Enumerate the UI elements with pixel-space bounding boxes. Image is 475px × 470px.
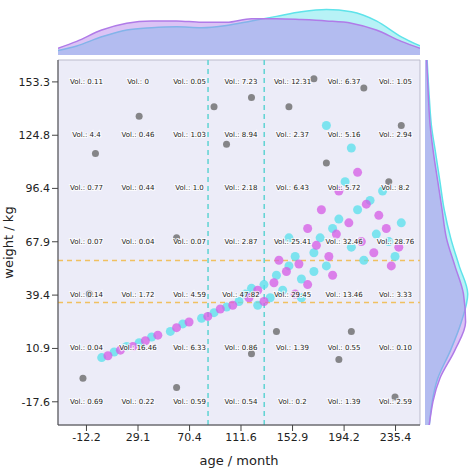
svg-text:Vol.: 6.37: Vol.: 6.37 [328,78,361,86]
svg-text:Vol.: 6.33: Vol.: 6.33 [173,344,206,352]
svg-text:Vol.: 47.82: Vol.: 47.82 [222,291,259,299]
svg-text:Vol.: 0.69: Vol.: 0.69 [70,398,103,406]
svg-text:124.8: 124.8 [19,129,51,142]
svg-text:Vol.: 8.2: Vol.: 8.2 [381,184,409,192]
svg-text:Vol.: 28.76: Vol.: 28.76 [377,238,415,246]
svg-text:Vol.: 0.07: Vol.: 0.07 [70,238,103,246]
svg-text:Vol.: 0.07: Vol.: 0.07 [173,238,206,246]
svg-text:Vol.: 0.55: Vol.: 0.55 [328,344,361,352]
svg-text:Vol.: 2.94: Vol.: 2.94 [379,131,412,139]
svg-text:Vol.: 0.11: Vol.: 0.11 [70,78,103,86]
svg-text:Vol.: 29.45: Vol.: 29.45 [274,291,311,299]
svg-text:Vol.: 1.03: Vol.: 1.03 [173,131,206,139]
svg-text:29.1: 29.1 [126,431,151,444]
svg-text:Vol.: 2.18: Vol.: 2.18 [225,184,258,192]
svg-text:Vol.: 2.87: Vol.: 2.87 [225,238,258,246]
svg-text:Vol.: 2.59: Vol.: 2.59 [379,398,412,406]
svg-text:Vol.: 0.86: Vol.: 0.86 [225,344,258,352]
svg-text:Vol.: 0.2: Vol.: 0.2 [278,398,306,406]
svg-text:-17.6: -17.6 [22,396,50,409]
svg-text:Vol.: 1.0: Vol.: 1.0 [175,184,203,192]
svg-text:Vol.: 5.16: Vol.: 5.16 [328,131,361,139]
svg-text:Vol.: 5.72: Vol.: 5.72 [328,184,361,192]
svg-text:194.2: 194.2 [328,431,360,444]
svg-text:70.4: 70.4 [177,431,202,444]
svg-text:96.4: 96.4 [26,182,51,195]
svg-text:67.9: 67.9 [26,236,51,249]
svg-text:Vol.: 32.46: Vol.: 32.46 [325,238,363,246]
svg-text:Vol.: 1.39: Vol.: 1.39 [276,344,309,352]
svg-text:Vol.: 0.22: Vol.: 0.22 [122,398,155,406]
svg-text:Vol.: 4.59: Vol.: 4.59 [173,291,206,299]
svg-text:Vol.: 1.72: Vol.: 1.72 [122,291,155,299]
svg-text:Vol.: 0: Vol.: 0 [127,78,149,86]
svg-text:age / month: age / month [199,453,278,468]
svg-text:Vol.: 4.4: Vol.: 4.4 [72,131,101,139]
svg-text:Vol.: 1.39: Vol.: 1.39 [328,398,361,406]
svg-text:39.4: 39.4 [26,289,51,302]
svg-text:Vol.: 0.05: Vol.: 0.05 [173,78,206,86]
svg-text:weight / kg: weight / kg [1,206,16,278]
svg-text:Vol.: 0.59: Vol.: 0.59 [173,398,206,406]
svg-text:153.3: 153.3 [19,76,51,89]
svg-text:Vol.: 8.94: Vol.: 8.94 [225,131,258,139]
svg-text:Vol.: 3.33: Vol.: 3.33 [379,291,412,299]
svg-text:Vol.: 1.05: Vol.: 1.05 [379,78,412,86]
svg-text:Vol.: 0.10: Vol.: 0.10 [379,344,412,352]
svg-text:111.6: 111.6 [225,431,257,444]
svg-text:Vol.: 0.77: Vol.: 0.77 [70,184,103,192]
svg-text:Vol.: 2.37: Vol.: 2.37 [276,131,309,139]
svg-text:Vol.: 0.04: Vol.: 0.04 [122,238,155,246]
svg-text:Vol.: 0.46: Vol.: 0.46 [122,131,155,139]
svg-text:Vol.: 16.46: Vol.: 16.46 [119,344,157,352]
svg-text:Vol.: 13.46: Vol.: 13.46 [325,291,363,299]
svg-text:-12.2: -12.2 [72,431,100,444]
svg-text:Vol.: 0.04: Vol.: 0.04 [70,344,103,352]
svg-text:Vol.: 0.44: Vol.: 0.44 [122,184,155,192]
svg-text:Vol.: 6.43: Vol.: 6.43 [276,184,309,192]
svg-text:235.4: 235.4 [380,431,412,444]
svg-text:Vol.: 0.14: Vol.: 0.14 [70,291,103,299]
svg-text:Vol.: 25.41: Vol.: 25.41 [274,238,311,246]
svg-text:Vol.: 12.31: Vol.: 12.31 [274,78,311,86]
svg-text:10.9: 10.9 [26,342,51,355]
svg-text:152.9: 152.9 [277,431,309,444]
svg-text:Vol.: 0.54: Vol.: 0.54 [225,398,258,406]
svg-text:Vol.: 7.23: Vol.: 7.23 [225,78,258,86]
